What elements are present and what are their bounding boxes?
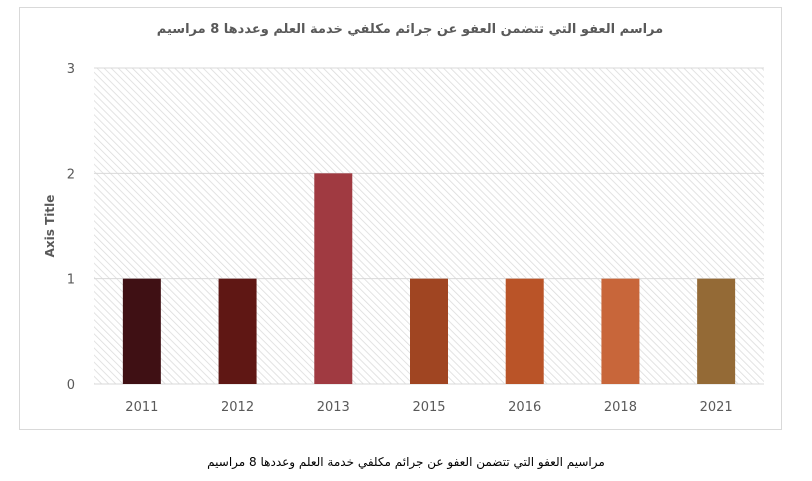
bar-2011: [122, 278, 161, 384]
x-tick-label: 2015: [412, 400, 445, 415]
y-tick-label: 2: [67, 167, 75, 182]
chart-title: مراسم العفو التي تتضمن العفو عن جرائم مك…: [156, 22, 664, 37]
x-tick-label: 2013: [317, 400, 350, 415]
x-tick-label: 2018: [604, 400, 637, 415]
x-tick-label: 2012: [221, 400, 254, 415]
y-tick-label: 0: [67, 378, 75, 393]
figure-caption: مراسيم العفو التي تتضمن العفو عن جرائم م…: [207, 455, 605, 469]
y-tick-label: 3: [67, 62, 75, 77]
bar-2013: [314, 173, 353, 384]
x-tick-label: 2021: [700, 400, 733, 415]
x-tick-label: 2011: [125, 400, 158, 415]
x-tick-label: 2016: [508, 400, 541, 415]
bar-2012: [218, 278, 257, 384]
bar-2016: [505, 278, 544, 384]
bar-2018: [601, 278, 640, 384]
bar-2021: [697, 278, 736, 384]
bar-2015: [410, 278, 448, 384]
y-tick-label: 1: [67, 273, 75, 288]
y-axis-label: Axis Title: [43, 195, 57, 258]
